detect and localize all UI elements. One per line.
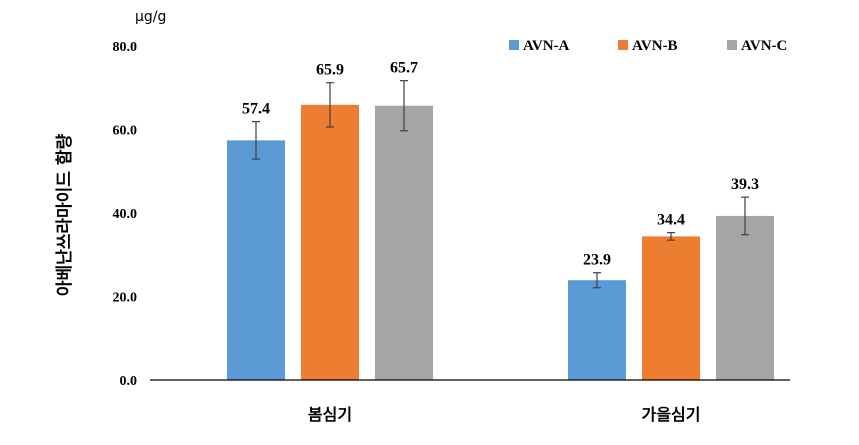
bar-avn-c-1 [716,215,774,380]
y-tick-label: 60.0 [113,124,138,139]
bar-avn-a-1 [568,280,626,380]
error-bar-avn-b-0 [326,82,334,128]
category-labels: 봄심기 가을심기 [308,405,701,424]
error-bar-avn-a-1 [593,272,601,289]
legend-label-avn-a: AVN-A [523,38,570,54]
bar-avn-b-1 [642,236,700,380]
legend-label-avn-c: AVN-C [741,38,787,54]
data-label-avn-a-1: 23.9 [583,252,611,269]
data-labels: 57.4 23.9 65.9 34.4 65.7 39.3 [242,60,759,269]
data-label-avn-c-1: 39.3 [731,176,759,193]
y-tick-label: 0.0 [120,374,138,389]
error-bars [252,80,749,289]
data-label-avn-a-0: 57.4 [242,101,270,118]
legend-swatch-avn-a [509,40,519,50]
bars [227,104,774,381]
legend: AVN-A AVN-B AVN-C [509,38,787,54]
error-bar-avn-b-1 [667,232,675,241]
legend-item-avn-b: AVN-B [618,38,678,54]
data-label-avn-b-0: 65.9 [316,62,344,79]
error-bar-avn-c-1 [741,196,749,236]
bar-avn-a-0 [227,140,285,380]
y-tick-label: 40.0 [113,207,138,222]
y-axis-title: 아베난쓰라마이드 함량 [54,133,75,296]
error-bar-avn-c-0 [400,80,408,132]
y-tick-label: 80.0 [113,40,138,55]
y-tick-label: 20.0 [113,291,138,306]
legend-swatch-avn-c [727,40,737,50]
legend-item-avn-c: AVN-C [727,38,787,54]
category-label-0: 봄심기 [308,405,352,424]
legend-swatch-avn-b [618,40,628,50]
bar-avn-b-0 [301,104,359,381]
bar-avn-c-0 [375,105,433,380]
y-unit-label: μg/g [135,9,166,25]
category-label-1: 가을심기 [642,405,701,424]
data-label-avn-c-0: 65.7 [390,60,418,77]
data-label-avn-b-1: 34.4 [657,212,685,229]
legend-item-avn-a: AVN-A [509,38,570,54]
y-axis-ticks: 0.0 20.0 40.0 60.0 80.0 [113,40,138,389]
error-bar-avn-a-0 [252,120,260,160]
legend-label-avn-b: AVN-B [632,38,678,54]
